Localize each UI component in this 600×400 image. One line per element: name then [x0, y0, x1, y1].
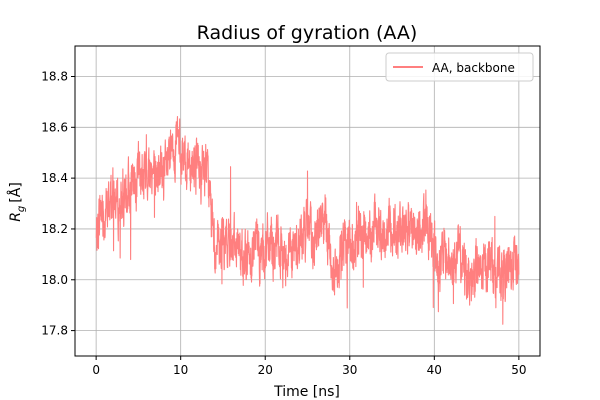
y-tick-label: 18.8 — [41, 69, 68, 83]
series-line-aa-backbone — [95, 115, 520, 325]
chart-title: Radius of gyration (AA) — [197, 22, 418, 44]
y-tick-label: 18.6 — [41, 120, 68, 134]
plot-frame — [74, 45, 541, 357]
legend: AA, backbone — [385, 52, 534, 82]
y-axis-ticks: 17.8 18.0 18.2 18.4 18.6 18.8 — [41, 69, 75, 338]
x-tick-label: 40 — [427, 363, 442, 377]
y-tick-label: 18.0 — [41, 273, 68, 287]
x-axis-ticks: 0 10 20 30 40 50 — [92, 356, 527, 377]
y-tick-label: 18.2 — [41, 222, 68, 236]
x-axis-label: Time [ns] — [273, 384, 340, 400]
y-tick-label: 18.4 — [41, 171, 68, 185]
legend-box — [385, 52, 534, 82]
y-tick-label: 17.8 — [41, 324, 68, 338]
y-axis-label-main: R — [8, 212, 24, 222]
x-tick-label: 20 — [258, 363, 273, 377]
x-tick-label: 50 — [511, 363, 526, 377]
legend-label: AA, backbone — [432, 61, 515, 75]
y-axis-label: Rg [Å] — [7, 182, 27, 222]
y-axis-label-sub: g — [16, 206, 27, 212]
series-group — [95, 115, 520, 325]
x-tick-label: 0 — [92, 363, 100, 377]
x-tick-label: 30 — [342, 363, 357, 377]
y-axis-label-unit: [Å] — [7, 182, 24, 203]
x-tick-label: 10 — [173, 363, 188, 377]
